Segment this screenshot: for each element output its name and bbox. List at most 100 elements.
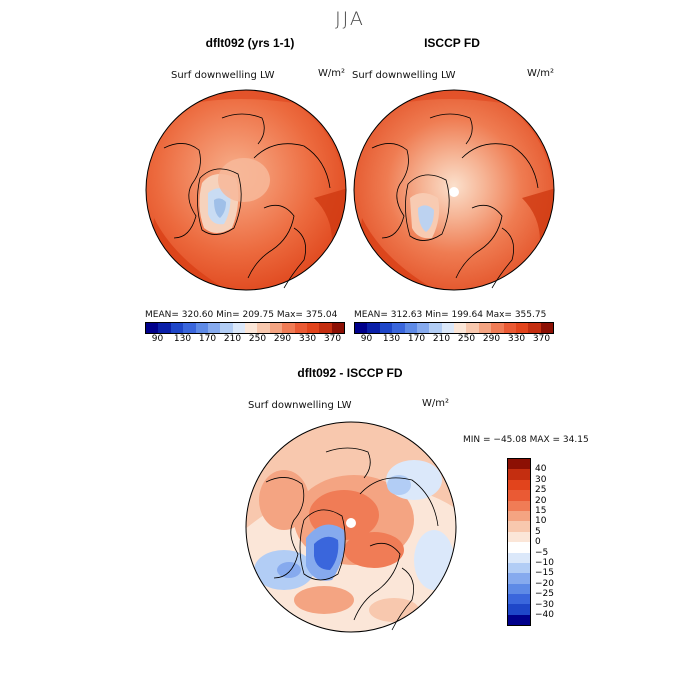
diff-panel-title: dflt092 - ISCCP FD [297, 366, 403, 380]
diff-colorbar-label: −25 [535, 589, 554, 600]
colorbar-tick-label: 250 [248, 334, 267, 344]
colorbar-swatch [416, 323, 430, 333]
colorbar-tick-label: 130 [382, 334, 401, 344]
colorbar-swatch [269, 323, 283, 333]
diff-colorbar-swatch [508, 604, 530, 615]
diff-colorbar-swatch [508, 552, 530, 563]
colorbar-swatch [220, 323, 233, 333]
colorbar-tick-label: 90 [151, 334, 164, 344]
colorbar-swatch [379, 323, 393, 333]
diff-colorbar-label: −5 [535, 547, 549, 558]
diff-colorbar-label: 30 [535, 474, 547, 485]
right-units-label: W/m² [527, 68, 555, 79]
diff-colorbar-swatch [508, 469, 530, 480]
colorbar-swatch [454, 323, 467, 333]
right-panel-title: ISCCP FD [424, 36, 480, 50]
colorbar-tick-label: 290 [273, 334, 292, 344]
colorbar-tick-label: 250 [457, 334, 476, 344]
colorbar-swatch [528, 323, 541, 333]
left-units-label: W/m² [318, 68, 346, 79]
colorbar-swatch [367, 323, 380, 333]
colorbar-tick-label: 330 [298, 334, 317, 344]
diff-colorbar-label: 10 [535, 516, 547, 527]
colorbar-swatch [503, 323, 516, 333]
diff-colorbar-label: 5 [535, 526, 541, 537]
diff-colorbar-label: 40 [535, 464, 547, 475]
diff-colorbar-swatch [508, 510, 530, 522]
diff-colorbar-label: 15 [535, 506, 547, 516]
colorbar-swatch [306, 323, 320, 333]
colorbar-tick-label: 210 [223, 334, 242, 344]
colorbar-swatch [540, 323, 553, 333]
diff-variable-label: Surf downwelling LW [248, 400, 352, 411]
diff-colorbar-label: 0 [535, 537, 541, 548]
colorbar-swatch [491, 323, 504, 333]
colorbar-swatch [466, 323, 479, 333]
colorbar-swatch [441, 323, 454, 333]
colorbar-tick-label: 290 [482, 334, 501, 344]
colorbar-swatch [515, 323, 529, 333]
left-panel-title: dflt092 (yrs 1-1) [205, 36, 295, 50]
diff-colorbar-swatch [508, 531, 530, 543]
diff-units-label: W/m² [422, 398, 450, 409]
diff-stats: MIN = −45.08 MAX = 34.15 [463, 435, 589, 445]
colorbar-swatch [257, 323, 270, 333]
colorbar-swatch [404, 323, 417, 333]
diff-polar-map [245, 421, 457, 633]
diff-colorbar-label: −30 [535, 599, 554, 610]
colorbar-tick-label: 330 [507, 334, 526, 344]
colorbar-tick-label: 90 [360, 334, 373, 344]
diff-colorbar-label: 25 [535, 485, 547, 496]
colorbar-swatch [146, 323, 159, 333]
diff-colorbar-labels: 40 30 25 20 15 10 5 0 −5 −10 −15 −20 −25 −30 −40 [535, 458, 575, 628]
colorbar-swatch [207, 323, 221, 333]
left-colorbar-bar [145, 322, 345, 334]
diff-colorbar [507, 458, 531, 627]
colorbar-swatch [158, 323, 171, 333]
right-stats: MEAN= 312.63 Min= 199.64 Max= 355.75 [354, 310, 547, 320]
colorbar-swatch [429, 323, 442, 333]
colorbar-swatch [294, 323, 307, 333]
right-colorbar-bar [354, 322, 554, 334]
colorbar-tick-label: 370 [532, 334, 551, 344]
colorbar-tick-label: 210 [432, 334, 451, 344]
diff-colorbar-swatch [508, 479, 530, 491]
diff-colorbar-swatch [508, 562, 530, 574]
left-variable-label: Surf downwelling LW [171, 70, 275, 81]
diff-colorbar-swatch [508, 583, 530, 595]
colorbar-tick-label: 170 [407, 334, 426, 344]
colorbar-swatch [183, 323, 196, 333]
diff-colorbar-label: −20 [535, 578, 554, 589]
colorbar-tick-label: 170 [198, 334, 217, 344]
colorbar-swatch [170, 323, 184, 333]
diff-colorbar-swatch [508, 594, 530, 605]
diff-colorbar-swatch [508, 500, 530, 511]
colorbar-tick-label: 370 [323, 334, 342, 344]
right-variable-label: Surf downwelling LW [352, 70, 456, 81]
colorbar-swatch [331, 323, 344, 333]
diff-colorbar-swatch [508, 573, 530, 584]
diff-colorbar-swatch [508, 614, 530, 626]
colorbar-swatch [392, 323, 405, 333]
diff-colorbar-bar [507, 458, 531, 627]
diff-colorbar-label: −10 [535, 558, 554, 568]
colorbar-swatch [245, 323, 258, 333]
season-title: JJA [335, 8, 365, 30]
colorbar-swatch [282, 323, 295, 333]
right-colorbar-ticks: 90 130 170 210 250 290 330 370 [354, 334, 554, 346]
diff-colorbar-swatch [508, 542, 530, 553]
diff-colorbar-label: −15 [535, 568, 554, 579]
colorbar-swatch [319, 323, 332, 333]
left-colorbar: 90 130 170 210 250 290 330 370 [145, 322, 345, 346]
right-colorbar: 90 130 170 210 250 290 330 370 [354, 322, 554, 346]
left-stats: MEAN= 320.60 Min= 209.75 Max= 375.04 [145, 310, 338, 320]
colorbar-tick-label: 130 [173, 334, 192, 344]
diff-colorbar-label: −40 [535, 610, 554, 620]
colorbar-swatch [478, 323, 492, 333]
left-polar-map [145, 89, 347, 291]
diff-colorbar-swatch [508, 521, 530, 532]
diff-colorbar-label: 20 [535, 495, 547, 506]
colorbar-swatch [232, 323, 245, 333]
left-colorbar-ticks: 90 130 170 210 250 290 330 370 [145, 334, 345, 346]
colorbar-swatch [195, 323, 208, 333]
